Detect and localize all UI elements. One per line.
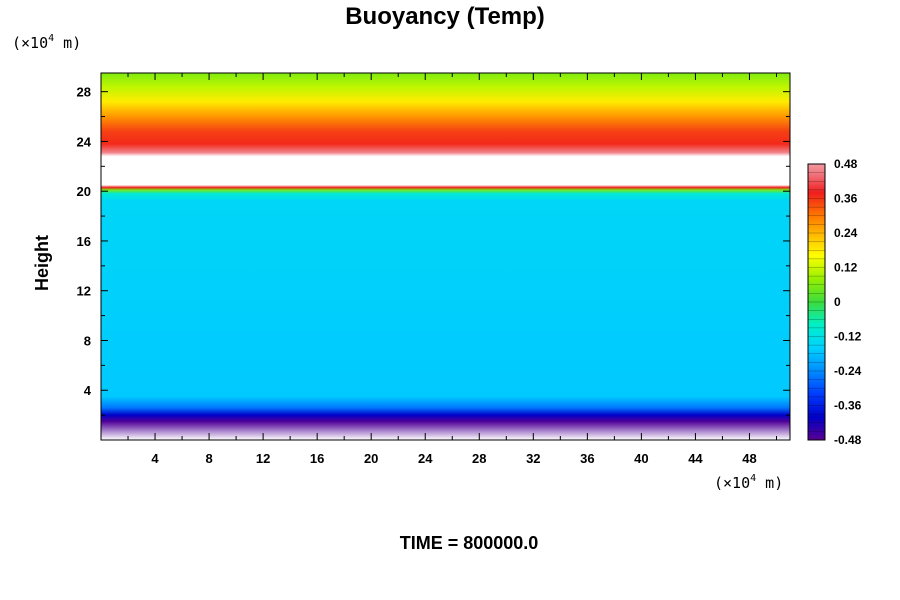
x-axis-unit-prefix: (×10 [714,474,750,492]
y-axis-label: Height [32,235,52,291]
x-axis: 4 8 12 16 20 24 28 32 36 40 44 48 [127,73,777,466]
y-tick-label: 12 [77,284,91,299]
colorbar-label: -0.36 [834,399,862,413]
x-axis-unit-suffix: m) [756,474,783,492]
colorbar-frame [807,163,826,441]
colorbar-label: -0.24 [834,364,862,378]
colorbar-label: -0.12 [834,330,862,344]
colorbar-labels: 0.48 0.36 0.24 0.12 0 -0.12 -0.24 -0.36 -0.48 [834,157,862,447]
x-tick-label: 12 [256,451,270,466]
colorbar-label: 0.12 [834,261,858,275]
y-axis-unit-exponent: 4 [48,33,54,44]
chart-title: Buoyancy (Temp) [345,3,545,30]
x-tick-label: 36 [580,451,594,466]
y-tick-label: 24 [77,134,92,149]
x-tick-label: 24 [418,451,433,466]
y-tick-label: 20 [77,184,91,199]
colorbar-label: 0.24 [834,226,858,240]
x-tick-label: 44 [688,451,703,466]
colorbar-label: 0 [834,295,841,309]
colorbar-label: 0.36 [834,192,858,206]
x-tick-label: 16 [310,451,324,466]
x-axis-unit: (×104 m) [714,473,783,492]
x-tick-label: 32 [526,451,540,466]
y-axis-unit: (×104 m) [12,33,81,52]
colorbar-label: 0.48 [834,157,858,171]
buoyancy-field [101,73,790,440]
plot-frame [100,72,791,441]
colorbar-label: -0.48 [834,433,862,447]
time-label: TIME = 800000.0 [400,533,539,553]
plot-area [100,72,791,441]
x-tick-label: 4 [151,451,159,466]
y-tick-label: 16 [77,234,91,249]
x-tick-label: 8 [205,451,212,466]
x-tick-label: 20 [364,451,378,466]
y-tick-label: 8 [84,333,91,348]
colorbar: 0.48 0.36 0.24 0.12 0 -0.12 -0.24 -0.36 -0.48 [807,157,862,447]
x-tick-label: 28 [472,451,486,466]
x-tick-label: 48 [742,451,756,466]
y-axis-unit-suffix: m) [54,34,81,52]
y-axis: 4 8 12 16 20 24 28 [77,85,790,416]
colorbar-level-lines [808,172,825,432]
y-axis-unit-prefix: (×10 [12,34,48,52]
x-axis-unit-exponent: 4 [750,473,756,484]
y-tick-label: 4 [84,383,92,398]
x-tick-label: 40 [634,451,648,466]
y-tick-label: 28 [77,85,91,100]
